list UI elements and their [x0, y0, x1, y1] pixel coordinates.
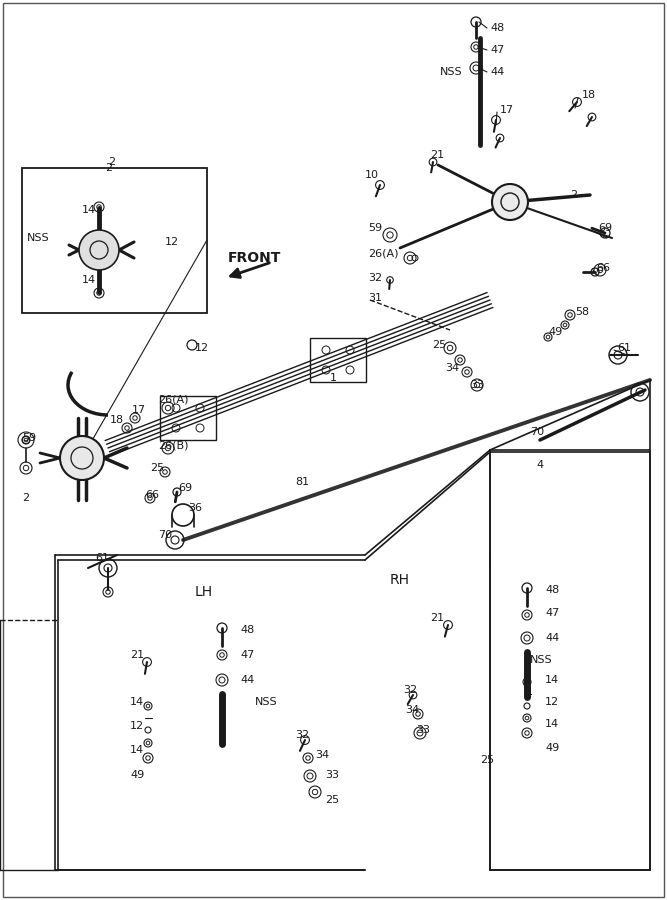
- Text: 33: 33: [416, 725, 430, 735]
- Text: 32: 32: [295, 730, 309, 740]
- Text: 17: 17: [500, 105, 514, 115]
- Text: 59: 59: [368, 223, 382, 233]
- Text: 61: 61: [95, 553, 109, 563]
- Text: 48: 48: [490, 23, 504, 33]
- Text: 34: 34: [445, 363, 459, 373]
- Text: 31: 31: [368, 293, 382, 303]
- Bar: [22, 168, 207, 313]
- Text: 2: 2: [108, 157, 115, 167]
- Text: 26(A): 26(A): [368, 248, 398, 258]
- Text: 2: 2: [22, 493, 29, 503]
- Text: 69: 69: [178, 483, 192, 493]
- Text: 14: 14: [82, 275, 96, 285]
- Text: 14: 14: [545, 719, 559, 729]
- Circle shape: [79, 230, 119, 270]
- Text: 25: 25: [480, 755, 494, 765]
- Text: 33: 33: [325, 770, 339, 780]
- Bar: [160, 396, 216, 440]
- Text: 44: 44: [545, 633, 559, 643]
- Text: NSS: NSS: [440, 67, 463, 77]
- Text: 12: 12: [165, 237, 179, 247]
- Text: 25: 25: [432, 340, 446, 350]
- Text: NSS: NSS: [255, 697, 277, 707]
- Text: 14: 14: [82, 205, 96, 215]
- Text: 25: 25: [325, 795, 339, 805]
- Text: 12: 12: [195, 343, 209, 353]
- Text: 10: 10: [365, 170, 379, 180]
- Text: 66: 66: [596, 263, 610, 273]
- Text: 32: 32: [403, 685, 417, 695]
- Text: 44: 44: [490, 67, 504, 77]
- Text: RH: RH: [390, 573, 410, 587]
- Text: 17: 17: [132, 405, 146, 415]
- Text: 44: 44: [240, 675, 254, 685]
- Text: 58: 58: [575, 307, 589, 317]
- Text: FRONT: FRONT: [228, 251, 281, 265]
- Text: 14: 14: [130, 697, 144, 707]
- Text: 4: 4: [536, 460, 543, 470]
- Text: 1: 1: [330, 373, 337, 383]
- Text: 47: 47: [545, 608, 559, 618]
- Text: 61: 61: [617, 343, 631, 353]
- Text: 12: 12: [130, 721, 144, 731]
- Text: 12: 12: [545, 697, 559, 707]
- Text: 18: 18: [110, 415, 124, 425]
- Text: NSS: NSS: [530, 655, 553, 665]
- Text: 36: 36: [188, 503, 202, 513]
- Text: NSS: NSS: [27, 233, 49, 243]
- Text: 26(A): 26(A): [158, 395, 189, 405]
- Text: 18: 18: [582, 90, 596, 100]
- Text: 2: 2: [105, 163, 112, 173]
- Text: 49: 49: [545, 743, 559, 753]
- Text: 33: 33: [470, 380, 484, 390]
- Text: 32: 32: [368, 273, 382, 283]
- Text: LH: LH: [195, 585, 213, 599]
- Text: 70: 70: [530, 427, 544, 437]
- Text: 48: 48: [240, 625, 254, 635]
- Text: 21: 21: [430, 613, 444, 623]
- Text: 70: 70: [158, 530, 172, 540]
- Text: 59: 59: [22, 433, 36, 443]
- Text: 81: 81: [295, 477, 309, 487]
- Text: 69: 69: [598, 223, 612, 233]
- Text: 48: 48: [545, 585, 559, 595]
- Text: 49: 49: [130, 770, 144, 780]
- Circle shape: [492, 184, 528, 220]
- Text: 26(B): 26(B): [158, 440, 189, 450]
- Text: 14: 14: [130, 745, 144, 755]
- Text: 2: 2: [570, 190, 577, 200]
- Text: 49: 49: [548, 327, 562, 337]
- Text: 25: 25: [150, 463, 164, 473]
- Bar: [310, 338, 366, 382]
- Text: 14: 14: [545, 675, 559, 685]
- Circle shape: [60, 436, 104, 480]
- Text: 21: 21: [430, 150, 444, 160]
- Text: 47: 47: [240, 650, 254, 660]
- Text: 21: 21: [130, 650, 144, 660]
- Text: 66: 66: [145, 490, 159, 500]
- Text: 47: 47: [490, 45, 504, 55]
- Text: 34: 34: [315, 750, 329, 760]
- Text: 34: 34: [405, 705, 419, 715]
